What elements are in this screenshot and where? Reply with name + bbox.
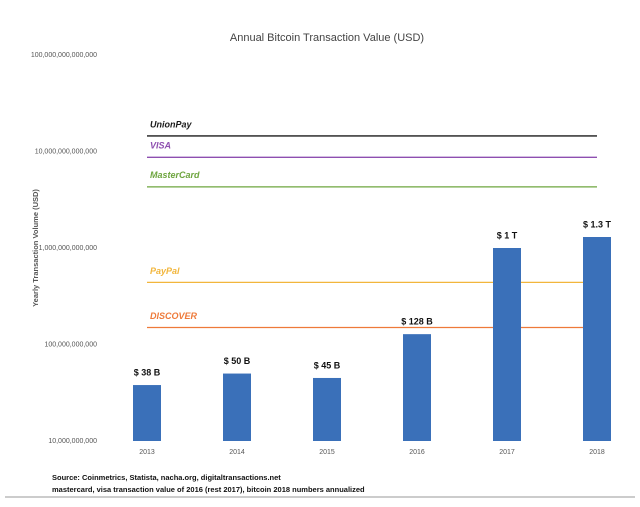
reference-label: MasterCard xyxy=(150,170,200,180)
y-tick-label: 1,000,000,000,000 xyxy=(39,245,97,252)
value-label: $ 1.3 T xyxy=(583,219,612,229)
value-label: $ 128 B xyxy=(401,317,433,327)
x-tick-label: 2013 xyxy=(139,449,155,456)
reference-label: UnionPay xyxy=(150,119,193,129)
x-tick-label: 2018 xyxy=(589,449,605,456)
bar xyxy=(223,373,251,441)
x-tick-label: 2017 xyxy=(499,449,515,456)
x-tick-label: 2016 xyxy=(409,449,425,456)
source-note: mastercard, visa transaction value of 20… xyxy=(52,485,365,494)
y-tick-label: 100,000,000,000,000 xyxy=(31,52,97,59)
bar xyxy=(583,237,611,441)
chart-title: Annual Bitcoin Transaction Value (USD) xyxy=(230,32,424,44)
x-tick-label: 2014 xyxy=(229,449,245,456)
bar xyxy=(313,377,341,441)
reference-label: VISA xyxy=(150,141,171,151)
value-label: $ 50 B xyxy=(224,356,251,366)
value-label: $ 45 B xyxy=(314,360,341,370)
value-label: $ 38 B xyxy=(134,367,161,377)
y-tick-label: 10,000,000,000 xyxy=(48,438,97,445)
bar xyxy=(133,385,161,441)
bar xyxy=(493,248,521,441)
reference-label: DISCOVER xyxy=(150,311,198,321)
source-note: Source: Coinmetrics, Statista, nacha.org… xyxy=(52,473,281,482)
y-axis-label: Yearly Transaction Volume (USD) xyxy=(31,189,40,307)
y-tick-label: 100,000,000,000 xyxy=(44,341,97,348)
value-label: $ 1 T xyxy=(497,230,518,240)
bar xyxy=(403,334,431,441)
x-tick-label: 2015 xyxy=(319,449,335,456)
y-tick-label: 10,000,000,000,000 xyxy=(35,148,97,155)
reference-label: PayPal xyxy=(150,266,180,276)
